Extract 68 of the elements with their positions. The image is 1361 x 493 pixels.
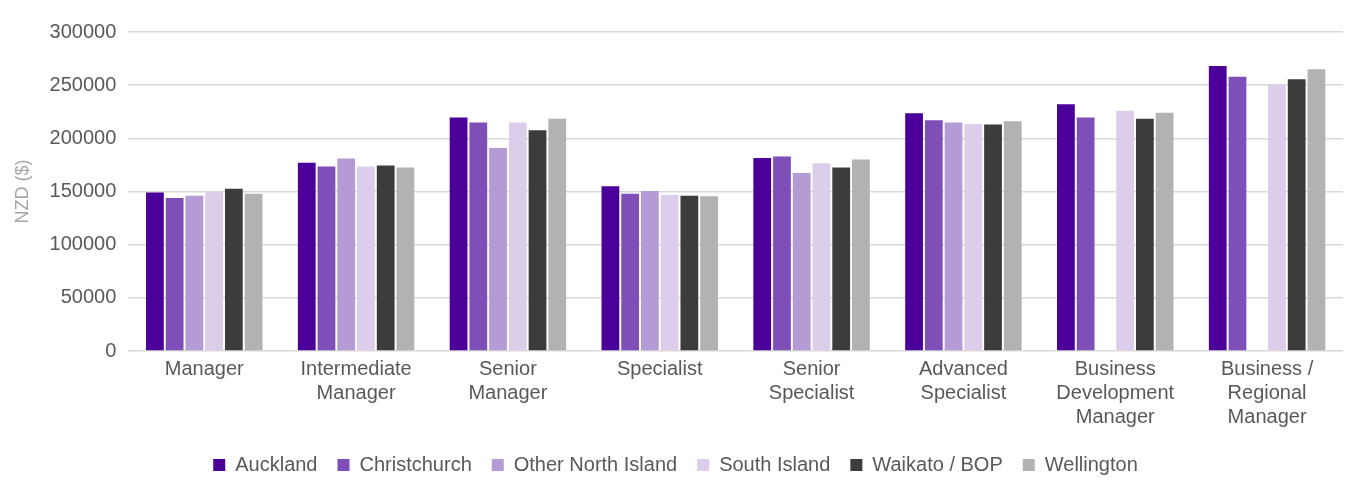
x-tick-label: Advanced Specialist <box>918 356 1008 403</box>
legend-label: Christchurch <box>359 452 472 475</box>
bar <box>224 188 243 351</box>
y-tick-label: 50000 <box>60 285 117 308</box>
bar <box>832 167 851 351</box>
bar <box>469 122 488 351</box>
y-tick-label: 300000 <box>49 19 117 42</box>
bar <box>964 123 983 351</box>
bar <box>205 191 224 351</box>
bar <box>680 195 699 351</box>
y-tick-label: 0 <box>105 338 117 361</box>
bar <box>449 117 468 351</box>
bar <box>641 190 659 351</box>
bar <box>1307 69 1326 351</box>
bar <box>1208 66 1227 351</box>
x-tick-label: Senior Manager <box>468 356 548 403</box>
bar <box>1057 104 1075 351</box>
bar <box>489 147 507 351</box>
bar <box>792 172 811 351</box>
bar <box>508 122 527 351</box>
bar <box>773 156 791 351</box>
bar <box>905 113 923 351</box>
bar <box>924 120 943 351</box>
bar <box>165 197 184 351</box>
bar <box>244 193 263 351</box>
x-tick-label: Intermediate Manager <box>300 356 412 403</box>
bar <box>357 166 375 351</box>
bar <box>1116 110 1134 351</box>
bar <box>317 166 336 351</box>
bar <box>1228 76 1247 351</box>
bar <box>1268 84 1286 351</box>
bar <box>753 158 772 351</box>
bar <box>548 118 567 351</box>
legend-label: Auckland <box>235 452 318 475</box>
y-tick-label: 250000 <box>49 72 117 95</box>
y-tick-label: 100000 <box>49 232 117 255</box>
bar <box>984 124 1002 351</box>
bar <box>660 194 679 351</box>
bar <box>1287 79 1306 351</box>
bar <box>1135 118 1154 351</box>
bar <box>700 196 718 351</box>
y-tick-label: 150000 <box>49 179 117 202</box>
y-axis-title: NZD ($) <box>11 159 32 224</box>
bar <box>1003 121 1022 351</box>
bar <box>1155 112 1174 351</box>
legend-label: Waikato / BOP <box>872 452 1003 475</box>
bar <box>297 162 316 351</box>
x-tick-label: Business / Regional Manager <box>1220 356 1314 427</box>
bar <box>601 186 620 351</box>
bar <box>852 159 870 351</box>
legend-label: Other North Island <box>513 452 678 475</box>
bar <box>812 163 831 351</box>
bar <box>337 158 356 351</box>
bar <box>185 195 204 351</box>
y-tick-label: 200000 <box>49 125 117 148</box>
bar <box>396 167 415 351</box>
x-tick-label: Specialist <box>616 356 703 379</box>
bar <box>528 130 547 351</box>
x-tick-label: Senior Specialist <box>768 356 855 403</box>
bar <box>376 165 395 351</box>
legend-label: Wellington <box>1044 452 1138 475</box>
bar <box>146 192 164 351</box>
legend-label: South Island <box>719 452 831 475</box>
x-tick-label: Manager <box>164 356 245 379</box>
bar <box>1076 117 1095 351</box>
bar <box>621 193 640 351</box>
bar <box>944 122 963 351</box>
x-tick-label: Business Development Manager <box>1056 356 1175 427</box>
